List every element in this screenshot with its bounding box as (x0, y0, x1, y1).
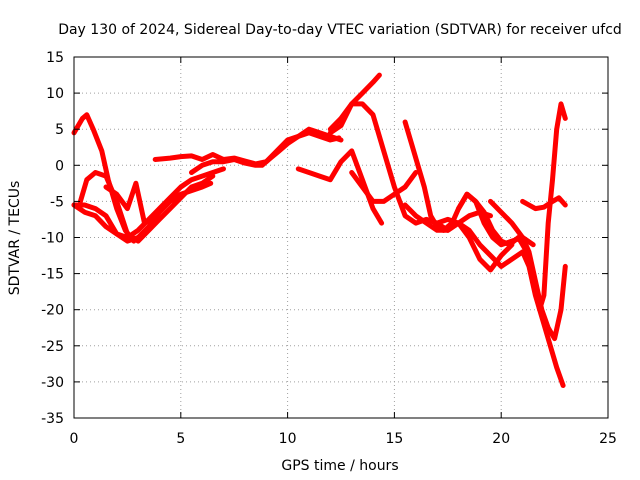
y-tick-label: 5 (55, 122, 64, 138)
series-track-17 (520, 195, 568, 212)
y-tick-label: 0 (55, 158, 64, 174)
x-tick-label: 10 (279, 431, 297, 447)
series-track-10 (327, 101, 493, 233)
y-tick-label: -30 (41, 375, 64, 391)
y-tick-label: -35 (41, 411, 64, 427)
y-tick-label: 10 (46, 86, 64, 102)
chart-title: Day 130 of 2024, Sidereal Day-to-day VTE… (58, 22, 622, 38)
series-track-14 (434, 216, 566, 388)
x-axis-label: GPS time / hours (281, 458, 398, 474)
y-tick-labels: -35 -30 -25 -20 -15 -10 -5 0 5 10 15 (41, 50, 64, 427)
grid-lines (74, 57, 608, 418)
x-tick-label: 20 (492, 431, 510, 447)
y-tick-label: -20 (41, 303, 64, 319)
x-tick-label: 0 (70, 431, 79, 447)
series-track-11 (349, 170, 419, 204)
x-tick-label: 25 (599, 431, 617, 447)
series-layer (71, 72, 568, 388)
x-tick-label: 5 (176, 431, 185, 447)
y-tick-label: -25 (41, 339, 64, 355)
series-track-5 (103, 180, 167, 226)
x-tick-labels: 0 5 10 15 20 25 (70, 431, 617, 447)
series-track-16 (488, 198, 568, 342)
series-track-8 (327, 72, 382, 132)
y-tick-label: -15 (41, 267, 64, 283)
y-tick-label: -5 (50, 194, 64, 210)
x-tick-label: 15 (385, 431, 403, 447)
y-tick-label: -10 (41, 231, 64, 247)
y-axis-label: SDTVAR / TECUs (7, 181, 23, 296)
series-track-3 (77, 170, 216, 244)
y-tick-label: 15 (46, 50, 64, 66)
axis-ticks (73, 56, 609, 419)
series-track-7 (189, 130, 342, 175)
